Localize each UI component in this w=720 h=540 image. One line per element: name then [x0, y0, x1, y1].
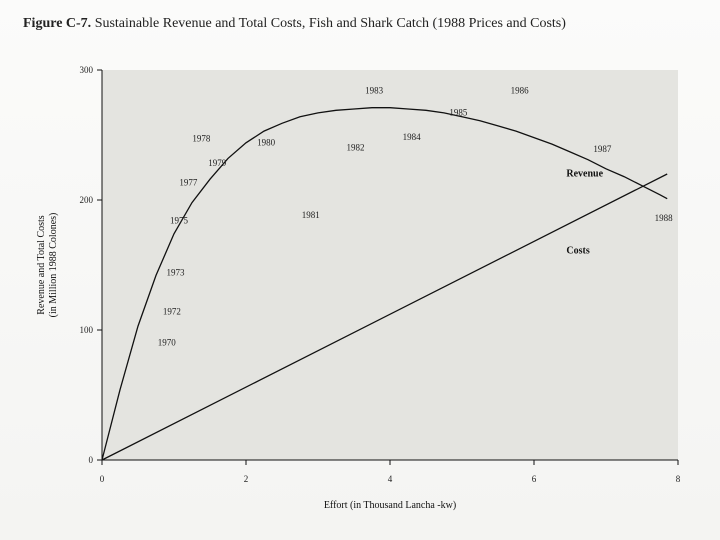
year-label-1975: 1975: [170, 215, 189, 225]
figure-title: Figure C-7. Sustainable Revenue and Tota…: [23, 16, 566, 32]
x-tick-label: 8: [676, 474, 681, 484]
year-label-1981: 1981: [302, 210, 320, 220]
year-label-1988: 1988: [655, 213, 674, 223]
year-label-1970: 1970: [158, 338, 177, 348]
x-ticks: 0 2 4 6 8: [100, 460, 681, 484]
year-label-1982: 1982: [346, 143, 364, 153]
year-label-1983: 1983: [365, 85, 384, 95]
x-tick-label: 0: [100, 474, 105, 484]
series-group: [101, 107, 668, 461]
year-label-1973: 1973: [166, 267, 185, 277]
y-tick-label: 100: [80, 325, 94, 335]
x-tick-label: 4: [388, 474, 393, 484]
year-label-1984: 1984: [403, 132, 422, 142]
y-axis-label-line2: (in Million 1988 Colones): [48, 213, 59, 318]
series-labels: Revenue Costs: [566, 169, 603, 257]
figure-label: Figure C-7.: [23, 16, 92, 31]
revenue-line: [101, 107, 668, 461]
y-ticks: 0 100 200 300: [80, 65, 102, 465]
y-tick-label: 300: [80, 65, 94, 75]
plot-area: [102, 70, 678, 460]
year-label-1987: 1987: [593, 144, 612, 154]
year-label-1985: 1985: [449, 108, 468, 118]
year-label-1972: 1972: [163, 306, 181, 316]
year-label-1978: 1978: [192, 134, 211, 144]
y-tick-label: 200: [80, 195, 94, 205]
year-label-1979: 1979: [208, 158, 227, 168]
series-label-costs: Costs: [566, 245, 589, 256]
year-annotations: 1970 1972 1973 1975 1977 1979 1978 1980 1981 1982…: [158, 85, 673, 347]
costs-line: [101, 173, 668, 461]
series-label-revenue: Revenue: [566, 169, 603, 180]
y-tick-label: 0: [89, 455, 94, 465]
x-tick-label: 2: [244, 474, 249, 484]
x-tick-label: 6: [532, 474, 537, 484]
x-axis-label: Effort (in Thousand Lancha -kw): [324, 500, 456, 511]
figure-title-text: Sustainable Revenue and Total Costs, Fis…: [94, 16, 566, 31]
year-label-1977: 1977: [179, 178, 198, 188]
year-label-1980: 1980: [257, 137, 276, 147]
year-label-1986: 1986: [511, 85, 530, 95]
y-axis-label-line1: Revenue and Total Costs: [36, 215, 47, 314]
